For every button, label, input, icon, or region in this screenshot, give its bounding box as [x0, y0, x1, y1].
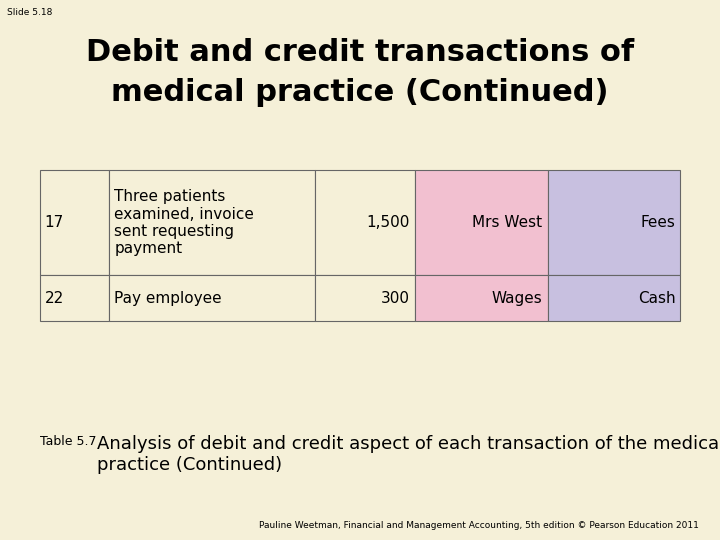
Text: Debit and credit transactions of: Debit and credit transactions of	[86, 38, 634, 67]
Text: Wages: Wages	[492, 291, 543, 306]
Text: Mrs West: Mrs West	[472, 215, 543, 230]
Text: Pauline Weetman, Financial and Management Accounting, 5th edition © Pearson Educ: Pauline Weetman, Financial and Managemen…	[258, 521, 698, 530]
Text: 17: 17	[45, 215, 64, 230]
Text: Pay employee: Pay employee	[114, 291, 222, 306]
Text: Fees: Fees	[641, 215, 675, 230]
Text: Cash: Cash	[638, 291, 675, 306]
Text: medical practice (Continued): medical practice (Continued)	[112, 78, 608, 107]
Text: 22: 22	[45, 291, 64, 306]
Text: Analysis of debit and credit aspect of each transaction of the medical
practice : Analysis of debit and credit aspect of e…	[97, 435, 720, 474]
Text: 300: 300	[381, 291, 410, 306]
Text: Three patients
examined, invoice
sent requesting
payment: Three patients examined, invoice sent re…	[114, 189, 254, 256]
Text: Table 5.7: Table 5.7	[40, 435, 96, 448]
Text: 1,500: 1,500	[366, 215, 410, 230]
Text: Slide 5.18: Slide 5.18	[7, 8, 53, 17]
